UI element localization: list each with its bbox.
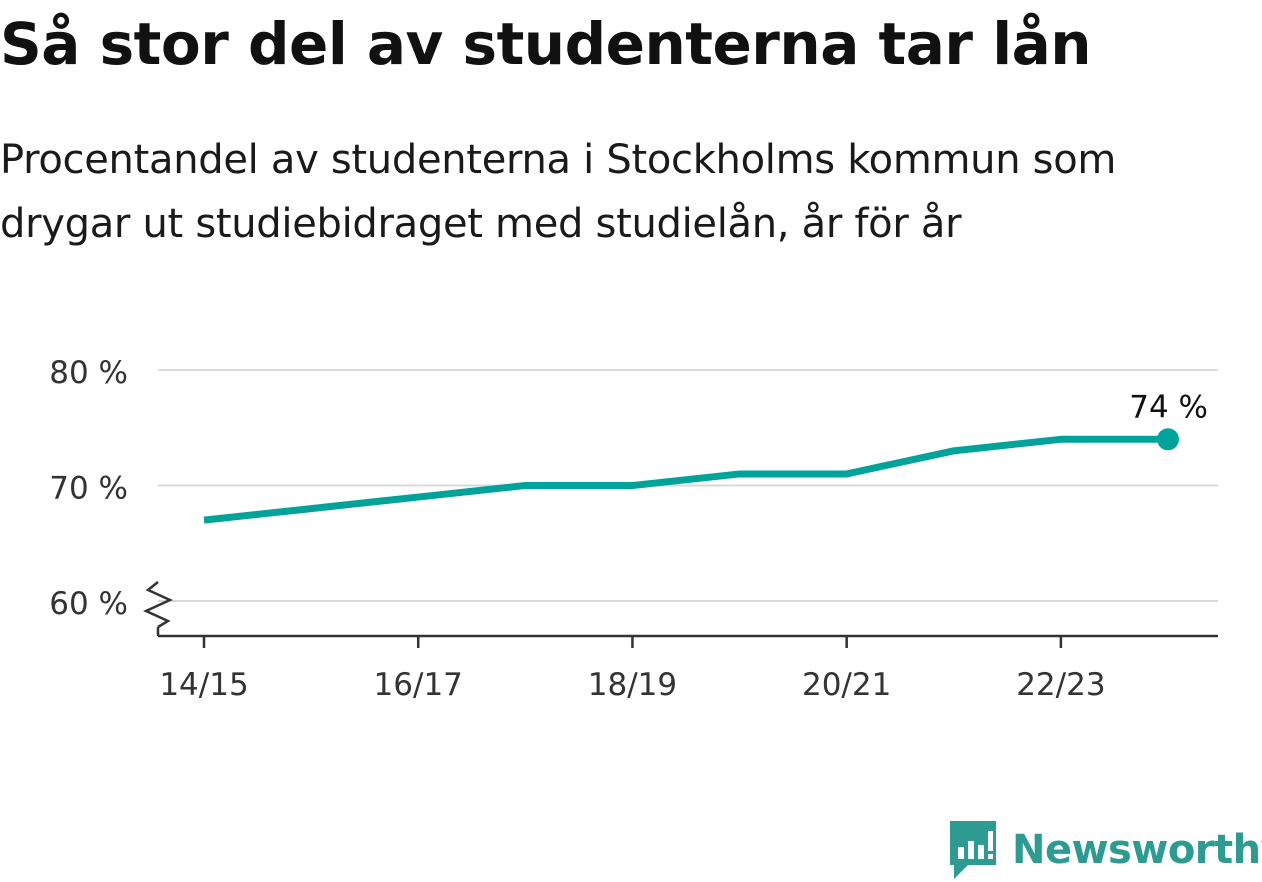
- y-axis-labels: 60 % 70 % 80 %: [49, 355, 128, 622]
- chart-subtitle: Procentandel av studenterna i Stockholms…: [0, 137, 1117, 247]
- x-tick-label: 16/17: [374, 667, 463, 703]
- x-tick-label: 14/15: [159, 667, 248, 703]
- chart-title: Så stor del av studenterna tar lån: [0, 10, 1092, 78]
- gridlines: [158, 369, 1218, 602]
- axis-break-icon: [142, 581, 174, 629]
- y-tick-label: 80 %: [49, 355, 128, 391]
- x-axis: [142, 581, 1218, 648]
- newsworthy-logo-icon: [950, 821, 996, 879]
- brand: Newsworthy: [948, 818, 1262, 882]
- series: 74 %: [203, 389, 1208, 524]
- y-tick-label: 70 %: [49, 471, 128, 507]
- x-tick-label: 22/23: [1016, 667, 1105, 703]
- brand-name: Newsworthy: [1012, 827, 1262, 873]
- series-line: [203, 435, 1168, 524]
- end-point: [1157, 428, 1179, 451]
- x-axis-labels: 14/15 16/17 18/19 20/21 22/23: [159, 667, 1105, 703]
- x-tick-label: 20/21: [802, 667, 891, 703]
- y-tick-label: 60 %: [49, 586, 128, 622]
- end-value-label: 74 %: [1129, 389, 1208, 425]
- x-tick-label: 18/19: [588, 667, 677, 703]
